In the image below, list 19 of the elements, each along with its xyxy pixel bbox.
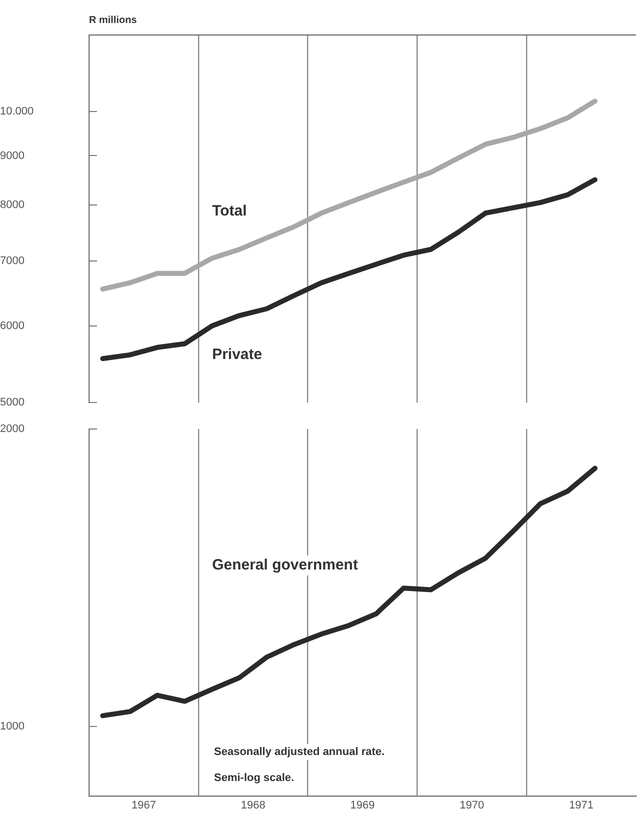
y-axis-title: R millions (89, 14, 138, 26)
x-tick-label: 1967 (131, 800, 156, 812)
y-tick-label: 8000 (0, 199, 24, 212)
series-label: Total (212, 202, 247, 220)
annotation: Semi-log scale. (214, 772, 294, 784)
text: General government (212, 556, 358, 574)
y-tick-label: 6000 (0, 320, 24, 332)
y-tick-label: 9000 (0, 150, 24, 162)
x-tick-label: 1970 (460, 800, 484, 812)
y-tick-label: 1000 (0, 720, 24, 732)
x-tick-label: 1968 (240, 800, 266, 812)
y-tick-label: 7000 (0, 255, 24, 268)
y-tick-label: 5000 (0, 396, 24, 408)
y-tick-label: 10.000 (0, 106, 34, 118)
annotation: Seasonally adjusted annual rate. (214, 746, 385, 758)
y-tick-label: 2000 (0, 423, 24, 436)
x-tick-label: 1971 (569, 800, 594, 812)
series-label: Private (212, 346, 262, 364)
x-tick-label: 1969 (350, 800, 375, 812)
